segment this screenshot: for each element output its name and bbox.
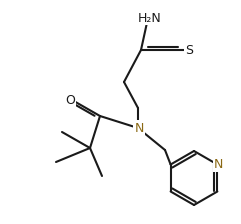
Text: O: O <box>65 93 75 106</box>
Text: N: N <box>134 121 144 134</box>
Text: N: N <box>214 158 223 171</box>
Text: S: S <box>185 43 193 56</box>
Text: H₂N: H₂N <box>138 11 162 24</box>
